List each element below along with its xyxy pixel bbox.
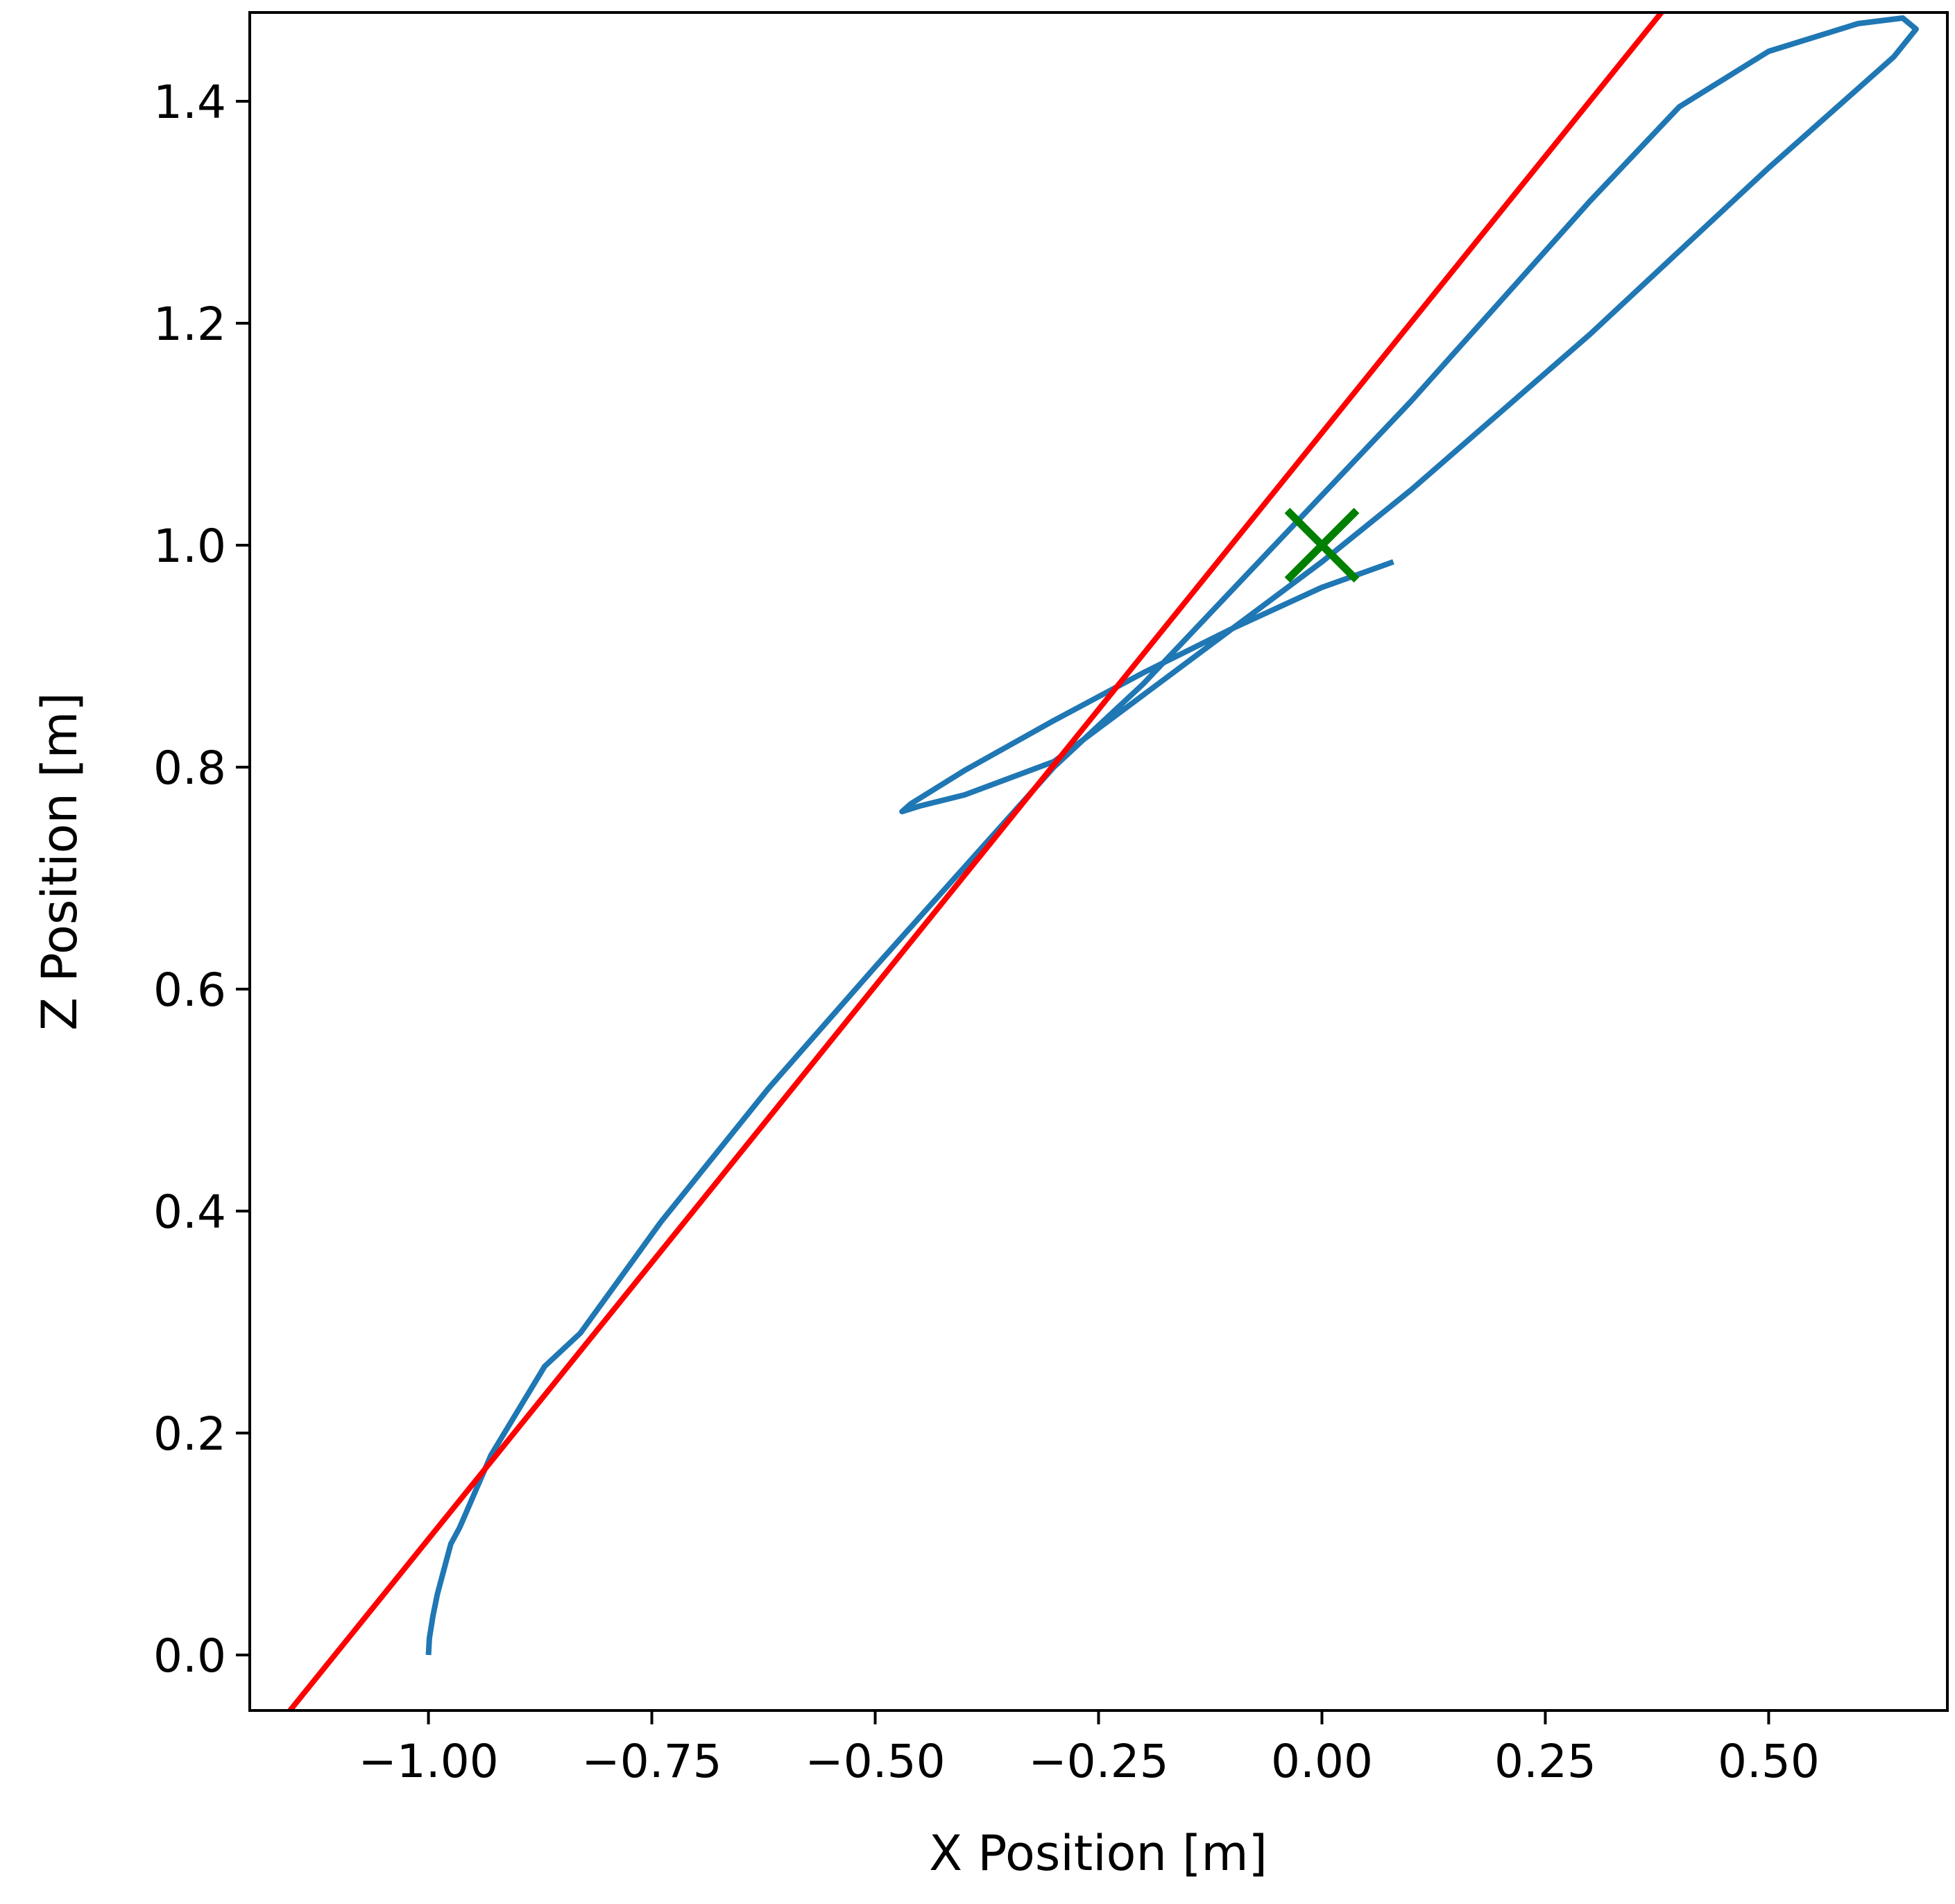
- x-axis-label: X Position [m]: [929, 1825, 1267, 1882]
- y-tick-label: 1.2: [153, 298, 226, 351]
- series-line-1: [425, 15, 1919, 1656]
- y-axis: 0.0 0.2 0.4 0.6 0.8 1.0 1.2 1.4: [153, 76, 250, 1683]
- target-x-marker-stroke-2: [1284, 508, 1360, 583]
- series-layer: [287, 12, 1919, 1710]
- x-tick-label: 0.25: [1494, 1735, 1596, 1788]
- y-tick-label: 0.8: [153, 741, 226, 795]
- y-tick-label: 0.4: [153, 1185, 226, 1239]
- x-axis: −1.00 −0.75 −0.50 −0.25 0.00 0.25 0.50: [358, 1710, 1820, 1788]
- x-tick-label: −1.00: [358, 1735, 498, 1788]
- x-tick-label: 0.50: [1718, 1735, 1820, 1788]
- x-tick-label: −0.50: [805, 1735, 945, 1788]
- y-axis-label: Z Position [m]: [31, 692, 88, 1031]
- y-tick-label: 0.2: [153, 1407, 226, 1461]
- series-line-2: [287, 12, 1664, 1710]
- marker-layer: [1284, 508, 1360, 583]
- y-tick-label: 0.0: [153, 1629, 226, 1683]
- plot-frame: [248, 11, 1949, 1712]
- y-tick-label: 1.4: [153, 76, 226, 129]
- x-tick-label: −0.75: [581, 1735, 722, 1788]
- y-tick-label: 1.0: [153, 520, 226, 573]
- y-tick-label: 0.6: [153, 963, 226, 1017]
- x-tick-label: 0.00: [1271, 1735, 1373, 1788]
- target-x-marker: [1284, 508, 1360, 583]
- x-tick-label: −0.25: [1028, 1735, 1168, 1788]
